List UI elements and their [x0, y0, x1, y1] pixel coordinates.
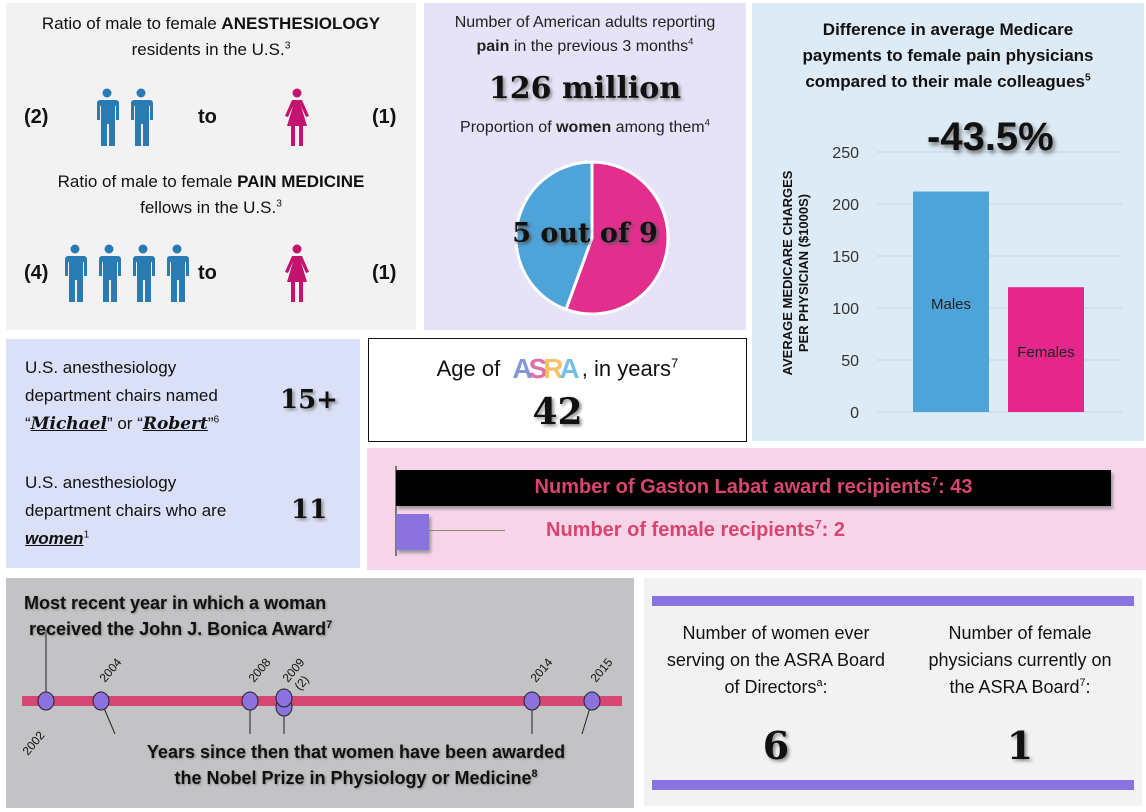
labat-award-panel: Number of Gaston Labat award recipients7… [367, 448, 1146, 570]
bar-label: Males [931, 296, 971, 313]
asra-logo-letter: S [528, 353, 548, 384]
female-physicians-current-value: 1 [1006, 723, 1034, 768]
timeline-year-label: 2008 [246, 655, 274, 685]
asra-board-panel: Number of women ever serving on the ASRA… [644, 578, 1142, 806]
asra-logo-letter: A [559, 353, 580, 384]
connector-label: to [198, 262, 217, 284]
y-tick-label: 150 [832, 249, 859, 266]
male-person-icon [164, 244, 190, 304]
asra-age-value: 42 [532, 391, 583, 433]
pie-slice-women [564, 160, 670, 316]
top-divider [652, 596, 1134, 606]
total-recipients-label: Number of Gaston Labat award recipients7… [534, 474, 973, 498]
timeline-marker [92, 691, 110, 711]
medicare-chart-title: Difference in average Medicare payments … [802, 20, 1094, 91]
asra-age-panel: Age of ASRA, in years7 42 [368, 338, 747, 442]
male-count-label: (2) [24, 106, 49, 128]
timeline-bar [22, 696, 622, 706]
connector-label: to [198, 106, 217, 128]
male-person-icon [128, 88, 154, 148]
chairs-named-text: U.S. anesthesiology department chairs na… [25, 358, 220, 434]
female-physicians-current-text: Number of female physicians currently on… [928, 623, 1112, 697]
timeline-year-label: 2015 [588, 655, 616, 685]
bottom-divider [652, 780, 1134, 790]
pain-count-value: 126 million [488, 71, 682, 106]
women-ever-on-board-value: 6 [762, 723, 790, 768]
y-tick-label: 100 [832, 301, 859, 318]
anesthesiology-ratio-title: Ratio of male to female ANESTHESIOLOGY r… [41, 14, 381, 59]
timeline-footer: Years since then that women have been aw… [146, 742, 566, 788]
female-count-label: (1) [372, 106, 397, 128]
pain-description: Number of American adults reporting pain… [454, 14, 716, 55]
timeline-marker [583, 691, 601, 711]
asra-age-label: Age of ASRA, in years7 [436, 353, 679, 385]
male-count-label: (4) [24, 262, 49, 284]
bar-label: Females [1017, 344, 1075, 361]
female-recipients-label: Number of female recipients7: 2 [546, 517, 845, 541]
timeline-marker [523, 691, 541, 711]
medicare-bar-chart: 0 50 100 150 200 250 AVERAGE MEDICARE CHARGESP… [780, 145, 1122, 422]
gender-ratio-panel: Ratio of male to female ANESTHESIOLOGY r… [6, 3, 416, 330]
pain-prevalence-panel: Number of American adults reporting pain… [424, 3, 746, 330]
female-recipients-bar [396, 514, 430, 550]
female-person-icon [284, 88, 310, 148]
timeline-year-label: 2002 [20, 728, 48, 758]
total-recipients-bar: Number of Gaston Labat award recipients7… [396, 470, 1111, 506]
y-tick-label: 50 [841, 353, 859, 370]
anesthesiology-ratio-row: (2) to (1) [6, 88, 416, 148]
female-recipients-leader-line [429, 530, 505, 531]
timeline-year-label: 2014 [528, 655, 556, 685]
asra-logo-icon: ASRA [512, 353, 580, 385]
timeline-marker [241, 691, 259, 711]
male-person-icon [94, 88, 120, 148]
timeline-title: Most recent year in which a woman receiv… [24, 593, 333, 639]
male-person-icon [130, 244, 156, 304]
pain-medicine-ratio-row: (4) to (1) [6, 244, 416, 304]
chairs-women-text: U.S. anesthesiology department chairs wh… [25, 473, 227, 548]
women-ever-on-board-text: Number of women ever serving on the ASRA… [666, 623, 886, 697]
y-tick-label: 200 [832, 197, 859, 214]
y-tick-label: 0 [850, 405, 859, 422]
chairs-named-value: 15+ [280, 385, 338, 415]
timeline-marker [37, 691, 55, 711]
pie-slice-men [514, 160, 594, 312]
labat-axis-line [395, 466, 397, 556]
medicare-payments-panel: Difference in average Medicare payments … [752, 3, 1144, 441]
pain-medicine-ratio-title: Ratio of male to female PAIN MEDICINE fe… [57, 172, 365, 217]
y-tick-label: 250 [832, 145, 859, 162]
timeline-marker [275, 688, 293, 708]
y-axis-label: AVERAGE MEDICARE CHARGESPER PHYSICIAN ($… [780, 170, 811, 375]
asra-logo-letter: A [512, 353, 532, 384]
bar-females [1008, 287, 1084, 412]
male-person-icon [96, 244, 122, 304]
female-count-label: (1) [372, 262, 397, 284]
bar-males [913, 191, 989, 412]
chairs-women-value: 11 [291, 495, 328, 525]
timeline-year-label: 2004 [97, 655, 125, 685]
pie-annotation: 5 out of 9 [512, 218, 658, 249]
women-proportion-pie-chart [514, 160, 670, 316]
asra-logo-letter: R [543, 353, 563, 384]
female-person-icon [284, 244, 310, 304]
bonica-nobel-timeline-panel: 2002 2004 2008 2009 (2) 2014 2015 Most recent … [6, 578, 634, 808]
women-proportion-label: Proportion of women among them4 [460, 117, 710, 136]
payment-difference-value: -43.5% [927, 115, 1054, 159]
male-person-icon [62, 244, 88, 304]
department-chairs-panel: U.S. anesthesiology department chairs na… [6, 339, 360, 568]
